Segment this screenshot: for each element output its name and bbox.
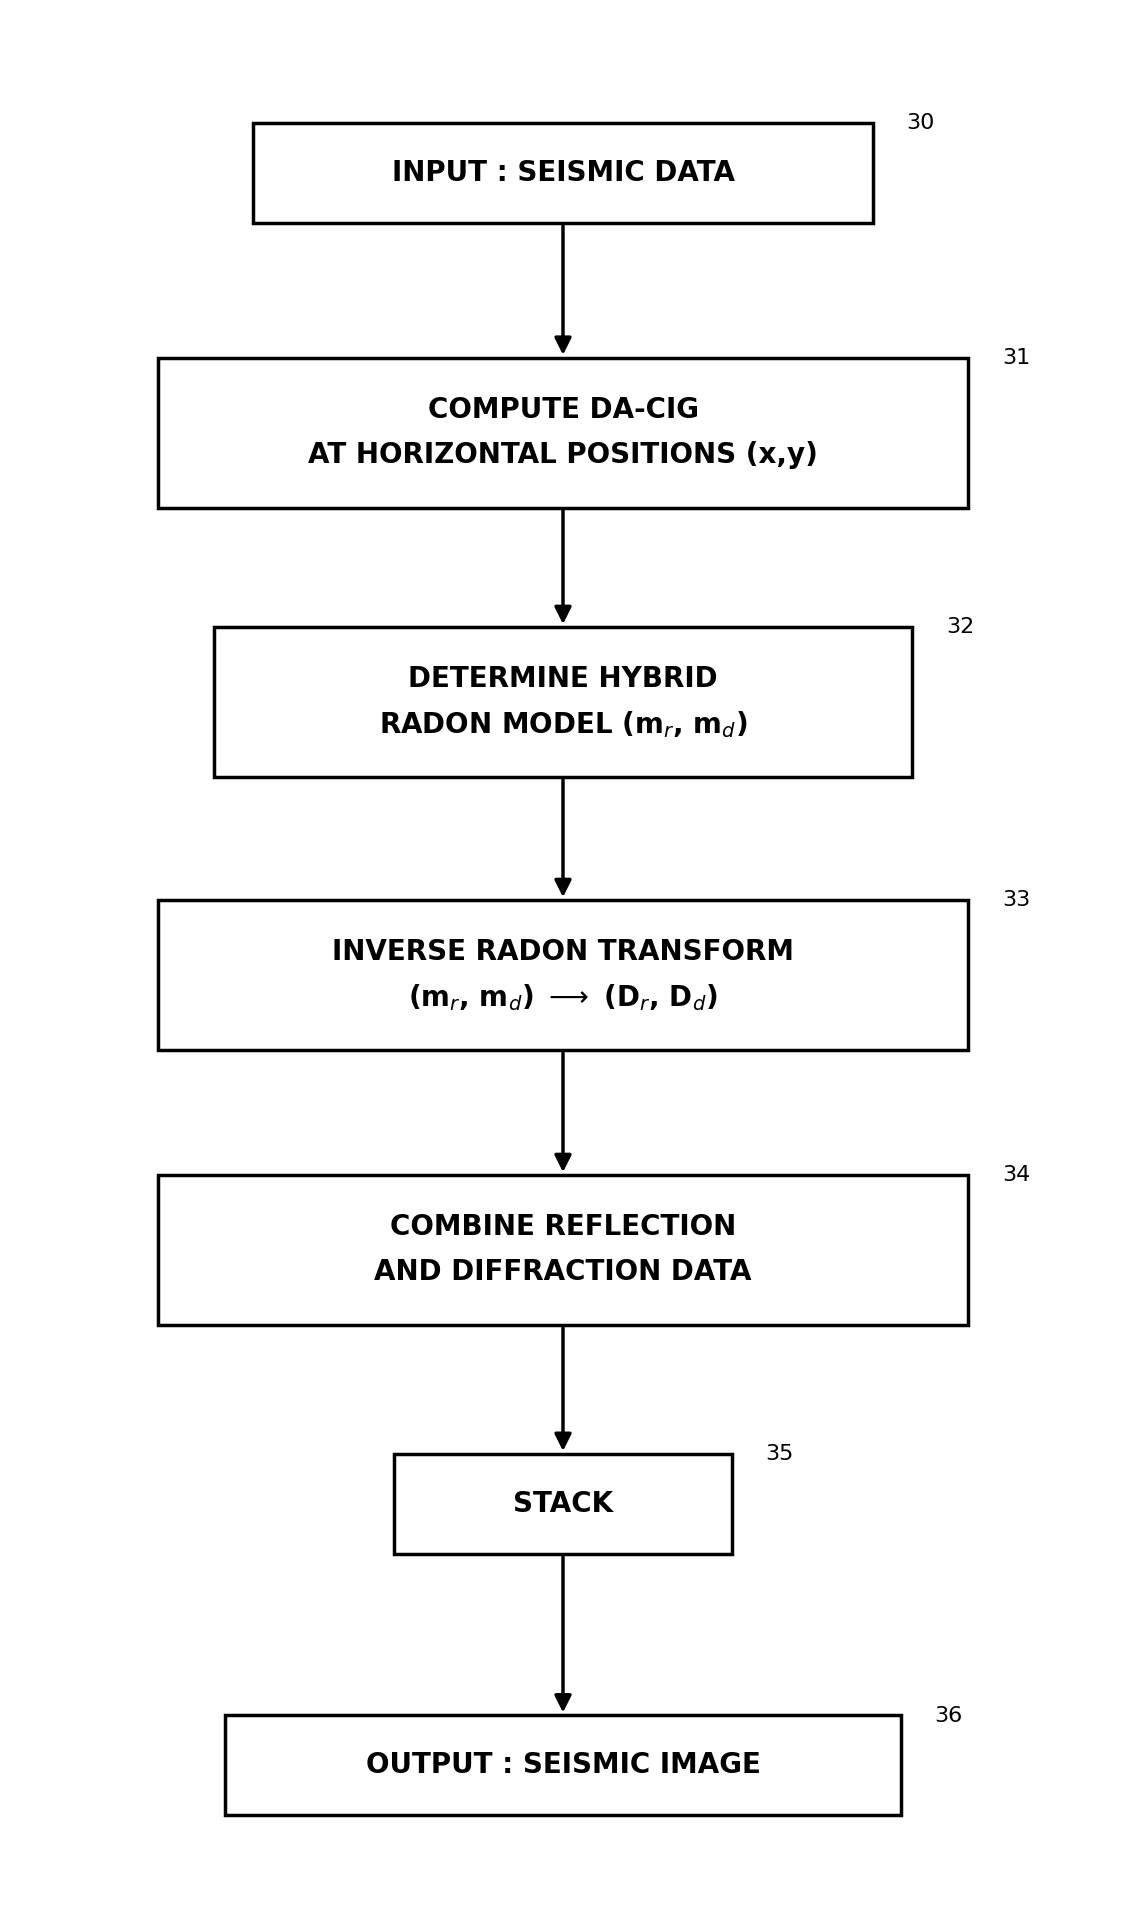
Text: 34: 34 (1002, 1165, 1030, 1185)
Text: RADON MODEL (m$_r$, m$_d$): RADON MODEL (m$_r$, m$_d$) (378, 710, 748, 740)
Text: 31: 31 (1002, 348, 1030, 367)
Text: STACK: STACK (513, 1490, 613, 1517)
Bar (253, 123, 873, 223)
Text: OUTPUT : SEISMIC IMAGE: OUTPUT : SEISMIC IMAGE (366, 1752, 760, 1779)
Text: AT HORIZONTAL POSITIONS (x,y): AT HORIZONTAL POSITIONS (x,y) (309, 440, 817, 469)
Bar (158, 900, 968, 1050)
Bar (158, 1175, 968, 1325)
Text: INVERSE RADON TRANSFORM: INVERSE RADON TRANSFORM (332, 938, 794, 967)
Bar (225, 1715, 901, 1815)
Text: COMPUTE DA-CIG: COMPUTE DA-CIG (428, 396, 698, 425)
Text: 32: 32 (946, 617, 974, 637)
Text: INPUT : SEISMIC DATA: INPUT : SEISMIC DATA (392, 160, 734, 187)
Bar (394, 1454, 732, 1554)
Text: AND DIFFRACTION DATA: AND DIFFRACTION DATA (374, 1258, 752, 1286)
Text: 30: 30 (906, 113, 935, 133)
Text: DETERMINE HYBRID: DETERMINE HYBRID (409, 665, 717, 694)
Bar (214, 627, 912, 777)
Text: 36: 36 (935, 1706, 963, 1725)
Text: 35: 35 (766, 1444, 794, 1463)
Bar (158, 358, 968, 508)
Text: (m$_r$, m$_d$) $\longrightarrow$ (D$_r$, D$_d$): (m$_r$, m$_d$) $\longrightarrow$ (D$_r$,… (409, 983, 717, 1013)
Text: 33: 33 (1002, 890, 1030, 910)
Text: COMBINE REFLECTION: COMBINE REFLECTION (390, 1213, 736, 1242)
